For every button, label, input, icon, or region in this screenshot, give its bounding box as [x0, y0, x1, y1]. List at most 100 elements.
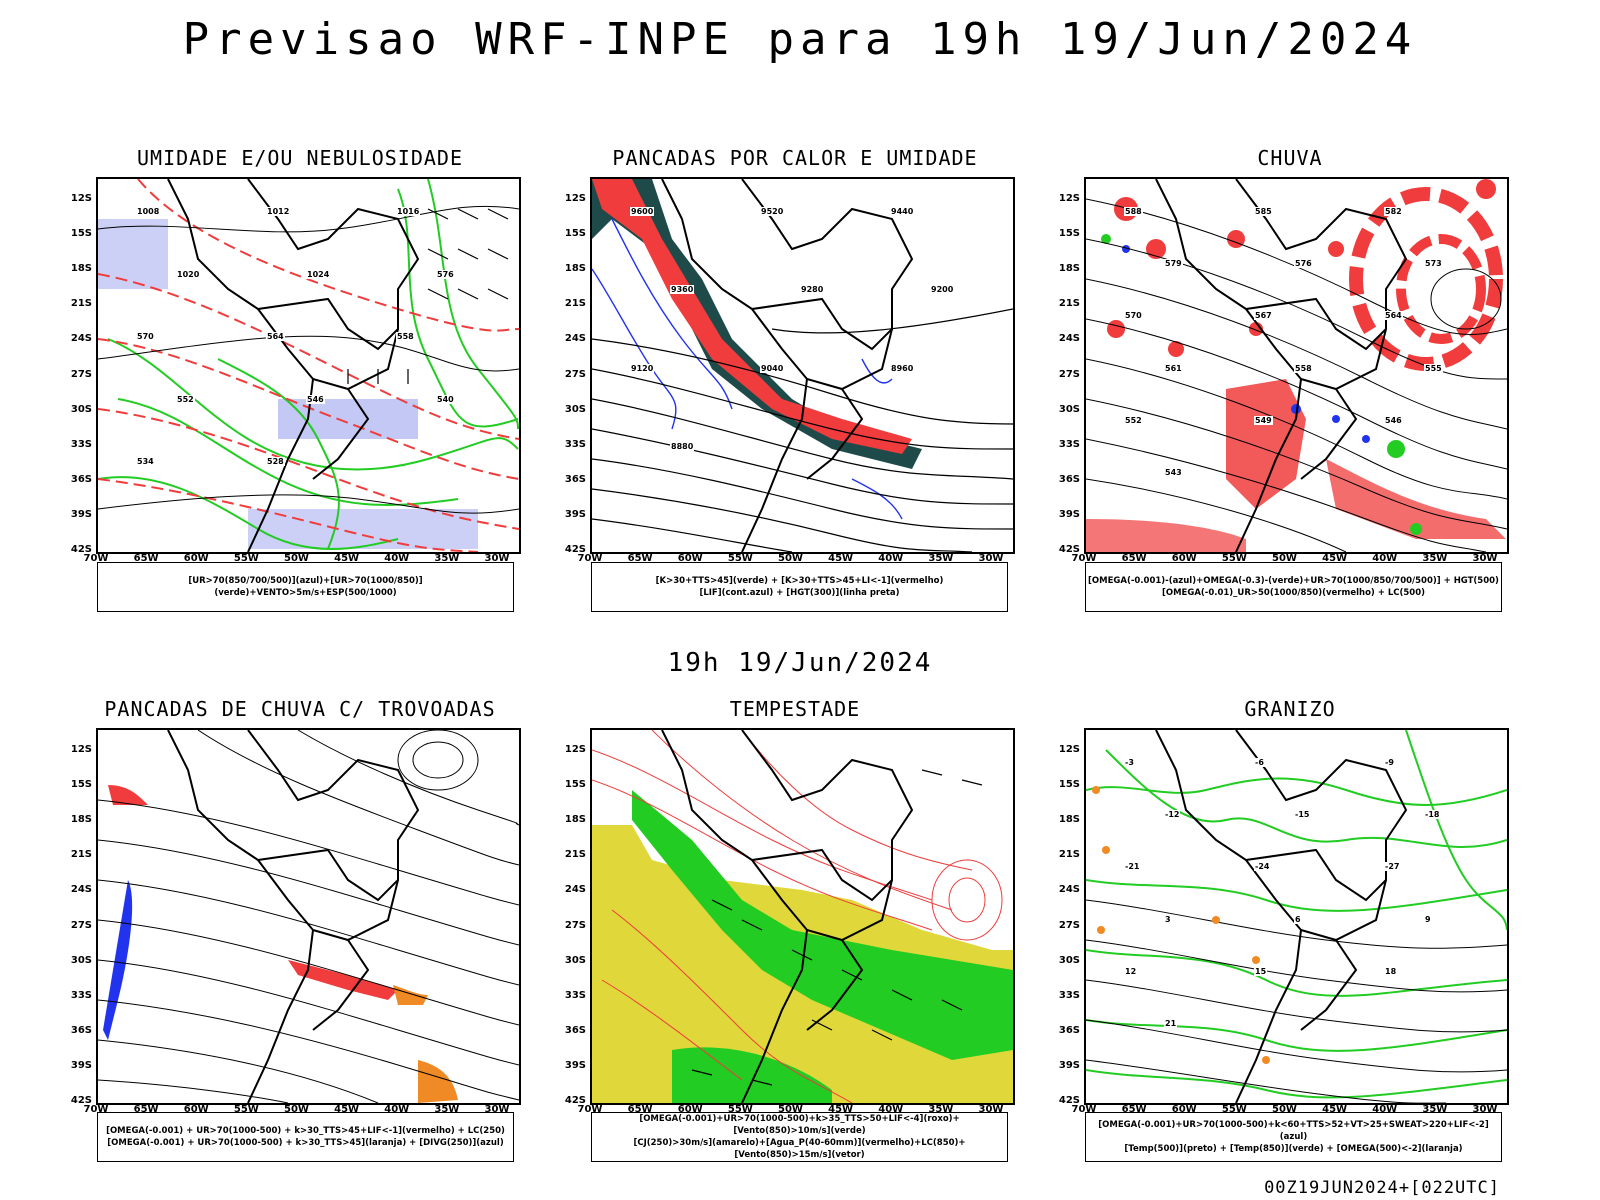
contour-value-label: -3	[1124, 758, 1135, 767]
lon-tick-label: 65W	[627, 1104, 653, 1115]
lat-tick-label: 12S	[1058, 193, 1080, 204]
lat-tick-label: 24S	[70, 884, 92, 896]
lat-tick-label: 33S	[564, 989, 586, 1001]
wind-vectors	[347, 208, 509, 384]
contour-value-label: 564	[1384, 311, 1403, 321]
streamlines-850	[592, 730, 1003, 1103]
legend-line: [Temp(500)](preto) + [Temp(850)](verde) …	[1124, 1144, 1463, 1154]
rain-area-southwest	[1086, 519, 1246, 552]
lat-tick-label: 12S	[70, 744, 92, 755]
lat-tick-label: 18S	[564, 814, 586, 826]
wind-vectors-850	[691, 769, 983, 1086]
lat-tick-label: 30S	[1058, 403, 1080, 415]
panel-title-chuva: CHUVA	[1257, 146, 1323, 170]
map-trovoadas	[96, 728, 521, 1105]
contour-value-label: 15	[1254, 966, 1268, 976]
panel-title-tempestade: TEMPESTADE	[729, 697, 861, 721]
lon-tick-label: 30W	[978, 553, 1004, 564]
contour-value-label: -27	[1384, 862, 1401, 872]
legend-line: [OMEGA(-0.01)_UR>50(1000/850)(vermelho) …	[1161, 588, 1426, 598]
lon-tick-label: 35W	[1422, 1104, 1448, 1115]
lon-tick-label: 40W	[878, 553, 904, 564]
legend-line: [LIF](cont.azul) + [HGT(300)](linha pret…	[699, 588, 900, 598]
geopotential-contours	[1086, 198, 1507, 552]
country-borders	[1155, 730, 1408, 1103]
contour-value-label: 552	[1124, 415, 1143, 425]
map-chuva-plot	[1086, 179, 1507, 552]
instability-area-red	[592, 179, 912, 454]
legend-line: [CJ(250)>30m/s](amarelo)+[Agua_P(40-60mm…	[633, 1138, 966, 1160]
lon-tick-label: 45W	[334, 1104, 360, 1115]
lon-tick-label: 40W	[384, 553, 410, 564]
lat-tick-label: 12S	[564, 744, 586, 755]
lon-tick-label: 60W	[1171, 1104, 1197, 1115]
lat-tick-label: 33S	[70, 438, 92, 450]
legend-trovoadas: [OMEGA(-0.001) + UR>70(1000-500) + k>30_…	[97, 1112, 514, 1162]
lon-tick-label: 70W	[83, 553, 109, 564]
country-borders	[167, 730, 420, 1103]
storm-area-red	[288, 960, 398, 1000]
contour-value-label: -12	[1164, 810, 1181, 820]
lat-tick-label: 18S	[70, 263, 92, 275]
lat-tick-label: 15S	[70, 228, 92, 240]
lon-tick-label: 50W	[1272, 1104, 1297, 1115]
streamlines	[98, 730, 519, 1103]
lat-tick-label: 24S	[564, 333, 586, 345]
lon-tick-label: 40W	[1372, 553, 1398, 564]
lon-tick-label: 35W	[434, 1104, 460, 1115]
lat-tick-label: 27S	[70, 919, 92, 931]
contour-value-label: 579	[1164, 259, 1183, 269]
lon-tick-label: 40W	[1372, 1104, 1398, 1115]
contour-value-label: 18	[1384, 966, 1398, 976]
contour-value-label: 585	[1254, 207, 1273, 216]
lon-tick-label: 30W	[484, 1104, 510, 1115]
humidity-area-upper	[278, 399, 418, 439]
contour-value-label: 570	[1124, 311, 1143, 321]
lat-tick-label: 15S	[1058, 228, 1080, 240]
lon-tick-label: 50W	[284, 553, 309, 564]
lat-tick-label: 12S	[1058, 744, 1080, 755]
lat-tick-label: 42S	[70, 544, 92, 555]
contour-value-label: 9280	[800, 285, 825, 295]
storm-area-orange-south	[418, 1060, 458, 1103]
country-borders	[167, 179, 420, 552]
lat-tick-label: 30S	[70, 403, 92, 415]
contour-value-label: 9120	[630, 363, 655, 373]
lon-tick-label: 70W	[577, 553, 603, 564]
lon-tick-label: 65W	[1121, 553, 1147, 564]
lon-tick-label: 35W	[1422, 553, 1448, 564]
lat-tick-label: 39S	[1058, 508, 1080, 520]
contour-value-label: 561	[1164, 363, 1183, 373]
contour-value-label: 534	[136, 457, 155, 467]
contour-value-label: 528	[266, 457, 285, 467]
contour-value-label: -6	[1254, 758, 1265, 767]
lat-tick-label: 42S	[1058, 544, 1080, 555]
contour-value-label: 6	[1294, 914, 1302, 924]
lat-tick-label: 33S	[1058, 989, 1080, 1001]
lat-tick-label: 12S	[564, 193, 586, 204]
contour-value-label: 582	[1384, 207, 1403, 216]
contour-value-label: 546	[306, 394, 325, 404]
contour-value-label: 9440	[890, 207, 915, 216]
legend-line: [K>30+TTS>45](verde) + [K>30+TTS>45+LI<-…	[655, 576, 944, 586]
lon-tick-label: 45W	[1322, 553, 1348, 564]
lat-tick-label: 39S	[564, 508, 586, 520]
footer-run-time: 00Z19JUN2024+[022UTC]	[1264, 1178, 1500, 1198]
contour-value-label: -15	[1294, 810, 1311, 820]
map-pancadas-calor-plot	[592, 179, 1013, 552]
lon-tick-label: 45W	[828, 553, 854, 564]
lat-tick-label: 36S	[1058, 473, 1080, 485]
legend-pancadas-calor: [K>30+TTS>45](verde) + [K>30+TTS>45+LI<-…	[591, 562, 1008, 612]
lat-tick-label: 33S	[70, 989, 92, 1001]
rain-area-south	[1226, 379, 1306, 509]
contour-value-label: 540	[436, 394, 455, 404]
contour-value-label: -24	[1254, 862, 1271, 872]
lon-tick-label: 60W	[677, 1104, 703, 1115]
lon-tick-label: 30W	[978, 1104, 1004, 1115]
contour-value-label: 555	[1424, 363, 1443, 373]
lat-tick-label: 36S	[70, 1024, 92, 1036]
lon-tick-label: 60W	[1171, 553, 1197, 564]
lat-tick-label: 42S	[1058, 1095, 1080, 1106]
contour-value-label: 8960	[890, 363, 915, 373]
legend-line: [OMEGA(-0.001) + UR>70(1000-500) + k>30_…	[106, 1126, 505, 1136]
